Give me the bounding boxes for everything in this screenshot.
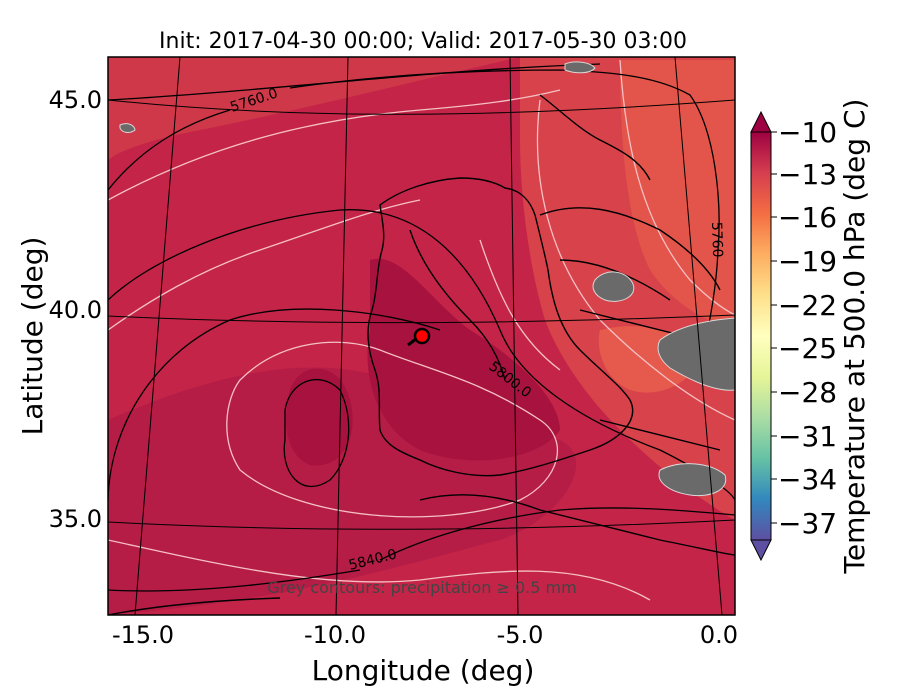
location-marker xyxy=(407,327,431,347)
colorbar-bar xyxy=(750,131,772,541)
colorbar: −10 −13 −16 −19 −22 −25 −28 −31 −34 −37 … xyxy=(750,99,871,575)
precipitation-contours xyxy=(119,61,735,497)
colorbar-label: Temperature at 500.0 hPa (deg C) xyxy=(838,99,871,575)
colorbar-tick-label: −16 xyxy=(778,201,837,234)
colorbar-max-extend xyxy=(750,110,772,133)
graticule xyxy=(108,57,735,615)
map-panel: 5760.0 5760 5800.0 5840.0 Grey contours:… xyxy=(108,57,735,615)
colorbar-min-extend xyxy=(750,539,772,562)
x-tick-label: -15.0 xyxy=(112,621,174,649)
colorbar-tick-label: −28 xyxy=(778,376,837,409)
plot-title: Init: 2017-04-30 00:00; Valid: 2017-05-3… xyxy=(159,29,687,54)
contour-label-5760-east: 5760 xyxy=(708,222,725,258)
precipitation-note: Grey contours: precipitation ≥ 0.5 mm xyxy=(267,578,576,597)
colorbar-tick-label: −22 xyxy=(778,289,837,322)
y-tick-label: 45.0 xyxy=(49,86,102,114)
map-frame xyxy=(107,56,736,616)
x-tick-label: 0.0 xyxy=(700,621,738,649)
colorbar-tick-label: −25 xyxy=(778,332,837,365)
temperature-field-northwest-band xyxy=(108,57,520,160)
x-tick-label: -10.0 xyxy=(304,621,366,649)
colorbar-tick-label: −34 xyxy=(778,463,837,496)
x-tick-label: -5.0 xyxy=(497,621,544,649)
temperature-field-warm-bubble xyxy=(286,368,353,466)
colorbar-tick-label: −13 xyxy=(778,158,837,191)
colorbar-tick-label: −37 xyxy=(778,507,837,540)
colorbar-tick-label: −19 xyxy=(778,245,837,278)
temperature-isotherms xyxy=(108,59,735,601)
x-axis-label: Longitude (deg) xyxy=(312,654,535,687)
y-tick-label: 40.0 xyxy=(49,296,102,324)
y-tick-label: 35.0 xyxy=(49,505,102,533)
colorbar-tick-label: −10 xyxy=(778,116,837,149)
colorbar-tick-label: −31 xyxy=(778,420,837,453)
location-marker-dot xyxy=(413,327,431,345)
colorbar-ticks xyxy=(771,131,777,524)
temperature-field-warm-core xyxy=(367,258,560,461)
y-axis: 45.0 40.0 35.0 Latitude (deg) xyxy=(16,86,102,533)
y-axis-label: Latitude (deg) xyxy=(16,237,49,436)
x-axis: -15.0 -10.0 -5.0 0.0 Longitude (deg) xyxy=(112,621,738,687)
